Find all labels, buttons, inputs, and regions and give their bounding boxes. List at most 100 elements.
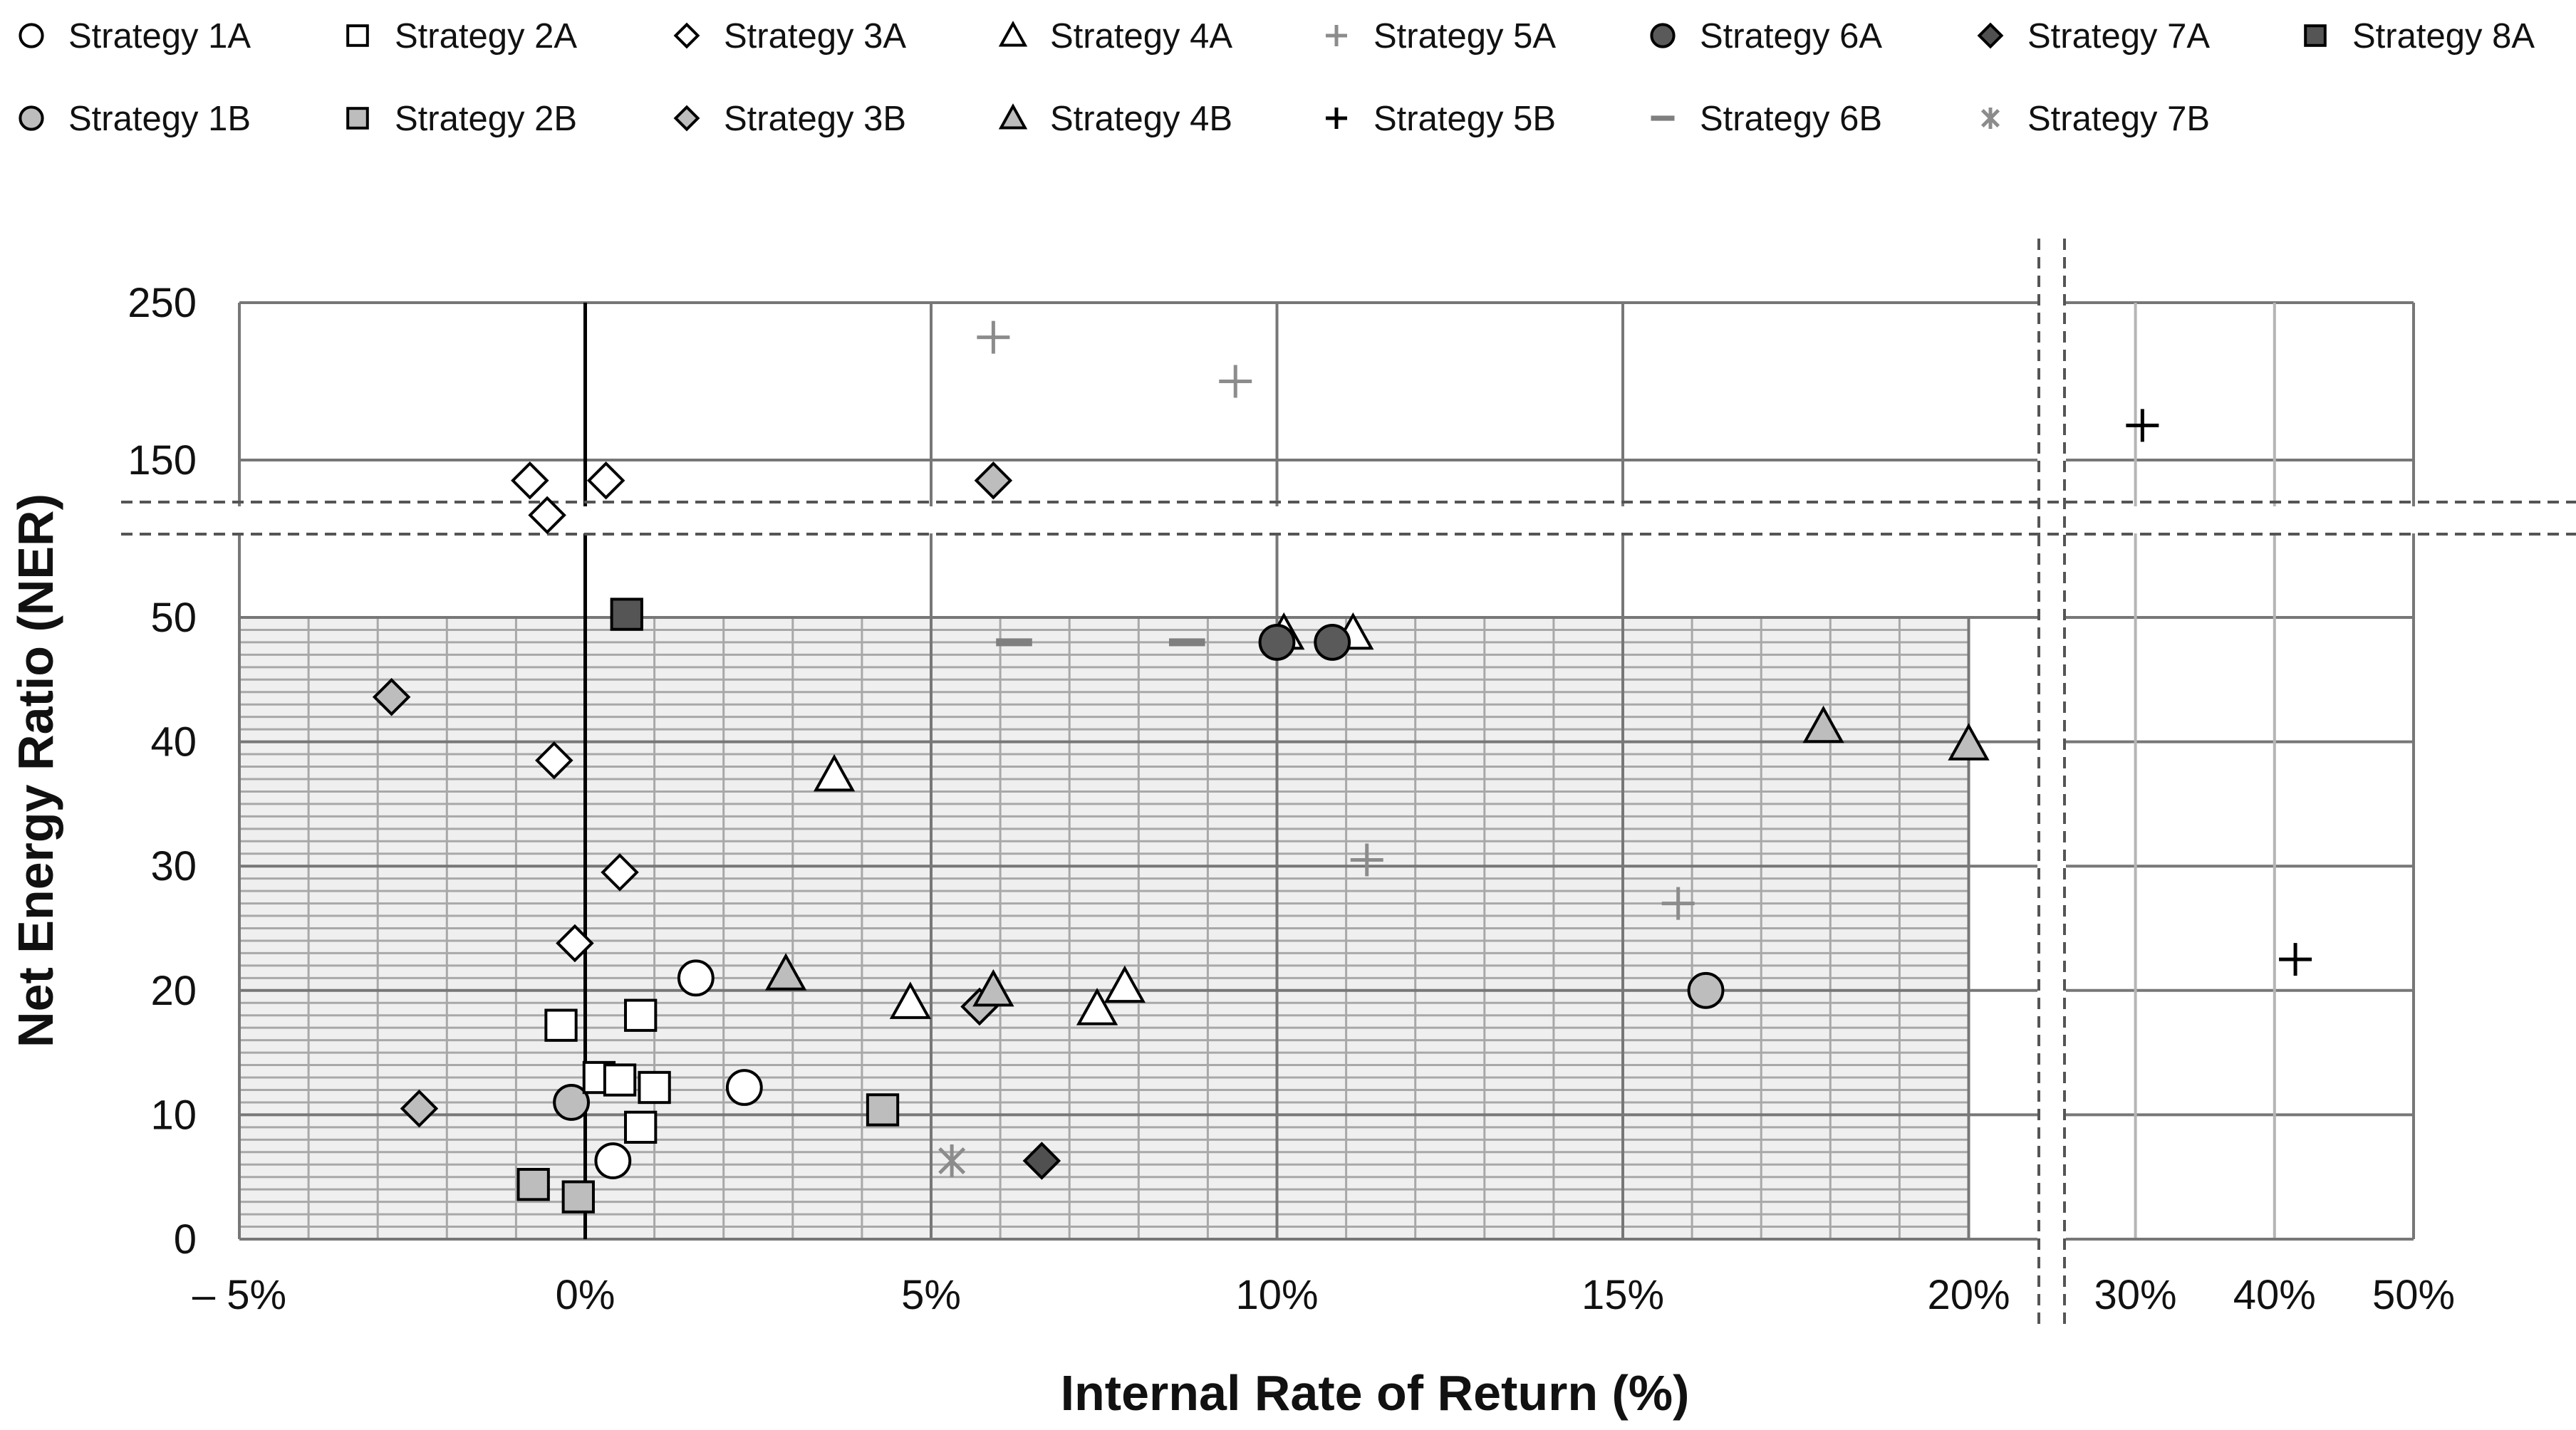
x-axis-break-gap — [2039, 235, 2065, 1332]
legend-marker-strategy-2b — [346, 107, 369, 130]
legend-marker-strategy-2a — [346, 24, 369, 47]
point-strategy-2a — [624, 1110, 658, 1144]
point-strategy-4b — [1802, 705, 1844, 743]
x-tick-label: 40% — [2233, 1272, 2316, 1318]
legend-item-strategy-5a: Strategy 5A — [1326, 17, 1556, 56]
series-strategy-7a — [1022, 1142, 1061, 1180]
point-strategy-7a — [1022, 1142, 1061, 1180]
point-strategy-4a — [813, 753, 856, 792]
point-strategy-3a — [535, 741, 573, 780]
legend-label: Strategy 7B — [2027, 100, 2210, 138]
legend-item-strategy-7b: Strategy 7B — [1980, 100, 2210, 138]
y-axis-title: Net Energy Ratio (NER) — [8, 494, 63, 1048]
legend-marker-strategy-5a — [1326, 25, 1347, 46]
y-tick-label: 20 — [150, 968, 197, 1014]
point-strategy-6b — [1168, 638, 1205, 647]
point-strategy-1b — [553, 1084, 591, 1121]
point-strategy-3a — [586, 461, 625, 500]
series-strategy-1a — [594, 959, 763, 1179]
legend-marker-strategy-6a — [1650, 23, 1676, 48]
legend-label: Strategy 5A — [1373, 17, 1556, 56]
series-strategy-7b — [938, 1144, 966, 1177]
legend-marker-strategy-7b — [1980, 108, 2000, 129]
legend-marker-strategy-8a — [2304, 24, 2327, 47]
x-tick-label: 30% — [2094, 1272, 2177, 1318]
legend-marker-strategy-1a — [19, 23, 44, 48]
point-strategy-3a — [601, 853, 639, 892]
legend-label: Strategy 1B — [68, 100, 251, 138]
legend-label: Strategy 4A — [1050, 17, 1232, 56]
point-strategy-5b — [2126, 409, 2159, 442]
point-strategy-4a — [1103, 965, 1146, 1003]
y-tick-label: 40 — [150, 719, 197, 766]
point-strategy-4b — [972, 969, 1014, 1007]
legend-item-strategy-8a: Strategy 8A — [2304, 17, 2535, 56]
x-tick-label: – 5% — [192, 1272, 286, 1318]
point-strategy-5b — [2279, 943, 2312, 976]
legend-marker-strategy-4a — [998, 21, 1028, 47]
legend-label: Strategy 5B — [1373, 100, 1556, 138]
series-strategy-2b — [516, 1093, 900, 1214]
point-strategy-7b — [938, 1144, 966, 1177]
legend-item-strategy-2b: Strategy 2B — [346, 100, 577, 138]
point-strategy-2a — [544, 1008, 578, 1042]
legend-label: Strategy 3B — [724, 100, 906, 138]
point-strategy-6a — [1314, 624, 1351, 661]
legend-item-strategy-6a: Strategy 6A — [1650, 17, 1882, 56]
point-strategy-3b — [974, 461, 1013, 500]
point-strategy-1a — [677, 959, 715, 997]
x-tick-label: 10% — [1235, 1272, 1318, 1318]
point-strategy-4a — [889, 981, 932, 1019]
legend-marker-strategy-1b — [19, 105, 44, 131]
x-tick-label: 15% — [1582, 1272, 1664, 1318]
point-strategy-1b — [1687, 971, 1725, 1009]
point-strategy-3b — [372, 677, 411, 716]
y-tick-label: 50 — [150, 595, 197, 641]
y-axis-break-gap — [128, 506, 2576, 533]
x-tick-label: 50% — [2372, 1272, 2455, 1318]
point-strategy-5a — [1219, 365, 1252, 398]
point-strategy-5a — [977, 320, 1010, 354]
series-strategy-1b — [553, 971, 1725, 1121]
legend-label: Strategy 4B — [1050, 100, 1232, 138]
legend-label: Strategy 2A — [395, 17, 577, 56]
data-points — [372, 320, 2312, 1214]
legend-marker-strategy-6b — [1651, 115, 1675, 121]
point-strategy-3a — [511, 461, 549, 500]
point-strategy-3a — [528, 496, 566, 535]
series-strategy-5b — [2126, 409, 2312, 976]
legend-marker-strategy-7a — [1977, 22, 2004, 49]
legend-item-strategy-5b: Strategy 5B — [1326, 100, 1556, 138]
point-strategy-2a — [603, 1063, 637, 1097]
point-strategy-2b — [561, 1180, 595, 1214]
series-strategy-5a — [977, 320, 1695, 920]
point-strategy-1a — [725, 1069, 763, 1106]
y-tick-label: 0 — [174, 1216, 197, 1263]
legend-item-strategy-4b: Strategy 4B — [998, 100, 1232, 138]
point-strategy-2b — [866, 1093, 900, 1127]
point-strategy-3a — [556, 924, 594, 963]
legend-marker-strategy-3a — [673, 22, 700, 49]
legend-label: Strategy 3A — [724, 17, 906, 56]
point-strategy-5a — [1661, 887, 1695, 920]
point-strategy-2b — [516, 1168, 550, 1201]
point-strategy-6b — [996, 638, 1032, 647]
legend-item-strategy-1a: Strategy 1A — [19, 17, 251, 56]
legend-marker-strategy-3b — [673, 105, 700, 132]
point-strategy-4b — [1948, 723, 1990, 761]
legend-label: Strategy 7A — [2027, 17, 2210, 56]
point-strategy-6a — [1258, 624, 1296, 661]
grid-layer — [239, 301, 2415, 1239]
series-strategy-4b — [764, 705, 1990, 1007]
y-tick-label: 10 — [150, 1092, 197, 1138]
series-strategy-6a — [1258, 624, 1351, 661]
legend-item-strategy-6b: Strategy 6B — [1651, 100, 1882, 138]
x-axis-title: Internal Rate of Return (%) — [1061, 1365, 1690, 1421]
legend-label: Strategy 1A — [68, 17, 251, 56]
legend-label: Strategy 6B — [1700, 100, 1882, 138]
point-strategy-4a — [1076, 988, 1118, 1025]
point-strategy-8a — [610, 597, 643, 631]
series-strategy-2a — [544, 998, 671, 1144]
point-strategy-2a — [638, 1070, 671, 1105]
